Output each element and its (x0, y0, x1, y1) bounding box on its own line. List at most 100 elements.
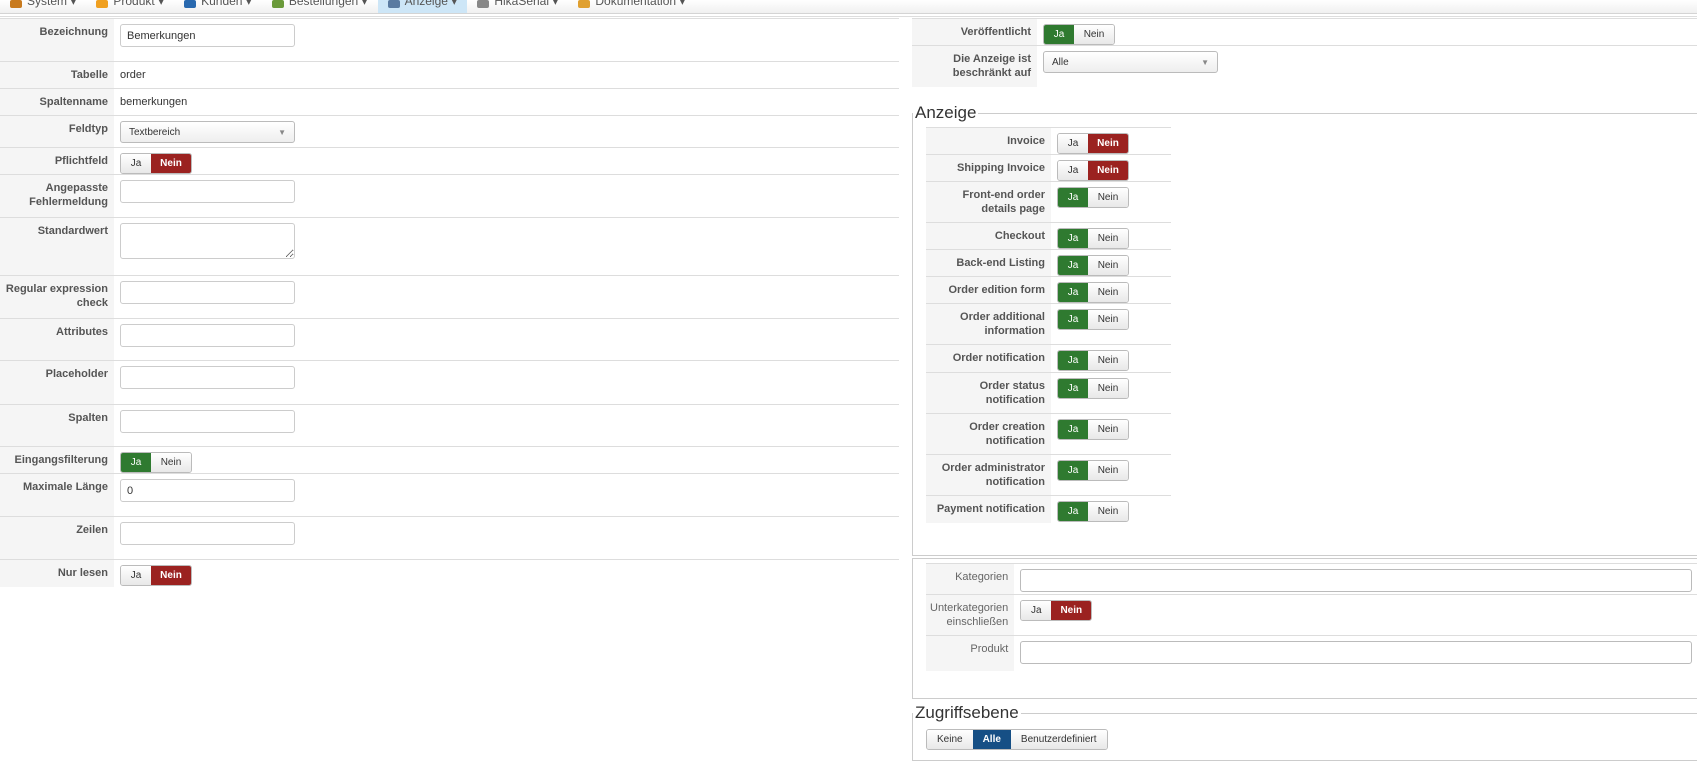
no-option[interactable]: Nein (1088, 283, 1128, 302)
no-option[interactable]: Nein (1088, 188, 1128, 207)
menu-dokumentation[interactable]: Dokumentation ▾ (568, 0, 695, 13)
yes-no-toggle[interactable]: Ja Nein (1057, 187, 1129, 208)
no-option[interactable]: Nein (1088, 256, 1128, 275)
form-row-kategorien: Kategorien (926, 563, 1697, 595)
yes-no-toggle[interactable]: Ja Nein (1057, 160, 1129, 181)
standardwert-textarea[interactable] (120, 223, 295, 259)
yes-option[interactable]: Ja (1058, 161, 1088, 180)
menu-bestellungen[interactable]: Bestellungen ▾ (262, 0, 378, 13)
yes-no-toggle[interactable]: Ja Nein (1057, 282, 1129, 303)
display-location-label: Order notification (926, 344, 1051, 373)
display-row: Shipping Invoice Ja Nein (926, 154, 1171, 182)
veroeffentlicht-label: Veröffentlicht (912, 18, 1037, 46)
no-option[interactable]: Nein (1088, 161, 1128, 180)
access-level-toggle[interactable]: Keine Alle Benutzerdefiniert (926, 729, 1108, 750)
yes-option[interactable]: Ja (121, 453, 151, 472)
menu-system[interactable]: System ▾ (0, 0, 86, 13)
produkt-input[interactable] (1020, 641, 1692, 664)
yes-no-toggle[interactable]: Ja Nein (1043, 24, 1115, 45)
tabelle-label: Tabelle (0, 61, 114, 89)
access-option-keine[interactable]: Keine (927, 730, 973, 749)
menu-produkt[interactable]: Produkt ▾ (86, 0, 174, 13)
yes-option[interactable]: Ja (1044, 25, 1074, 44)
menu-label: Produkt (113, 0, 155, 8)
menu-anzeige[interactable]: Anzeige ▾ (377, 0, 468, 13)
yes-no-toggle[interactable]: Ja Nein (1057, 501, 1129, 522)
menu-icon (10, 0, 22, 8)
no-option[interactable]: Nein (1088, 351, 1128, 370)
no-option[interactable]: Nein (151, 154, 191, 173)
attributes-input[interactable] (120, 324, 295, 347)
chevron-down-icon: ▼ (278, 127, 286, 137)
kategorien-input[interactable] (1020, 569, 1692, 592)
nurlesen-label: Nur lesen (0, 559, 114, 587)
no-option[interactable]: Nein (1088, 502, 1128, 521)
no-option[interactable]: Nein (1088, 310, 1128, 329)
yes-no-toggle[interactable]: Ja Nein (1057, 309, 1129, 330)
access-option-benutzerdefiniert[interactable]: Benutzerdefiniert (1010, 730, 1107, 749)
no-option[interactable]: Nein (1088, 461, 1128, 480)
bezeichnung-label: Bezeichnung (0, 18, 114, 62)
category-fieldset: Kategorien Unterkategorien einschließen J… (912, 558, 1697, 699)
yes-no-toggle[interactable]: Ja Nein (1057, 133, 1129, 154)
yes-no-toggle[interactable]: Ja Nein (1057, 419, 1129, 440)
yes-option[interactable]: Ja (1058, 256, 1088, 275)
menu-label: Anzeige (404, 0, 448, 8)
yes-no-toggle[interactable]: Ja Nein (1020, 600, 1093, 621)
display-row: Order creation notification Ja Nein (926, 413, 1171, 455)
tabelle-value: order (120, 69, 146, 81)
no-option[interactable]: Nein (151, 566, 191, 585)
yes-option[interactable]: Ja (1058, 502, 1088, 521)
no-option[interactable]: Nein (151, 453, 191, 472)
yes-option[interactable]: Ja (1058, 134, 1088, 153)
yes-no-toggle[interactable]: Ja Nein (1057, 378, 1129, 399)
yes-no-toggle[interactable]: Ja Nein (1057, 460, 1129, 481)
display-row: Order status notification Ja Nein (926, 372, 1171, 414)
spalten-input[interactable] (120, 410, 295, 433)
maxlaenge-input[interactable] (120, 479, 295, 502)
menu-label: Bestellungen (288, 0, 359, 8)
placeholder-input[interactable] (120, 366, 295, 389)
yes-no-toggle[interactable]: Ja Nein (120, 153, 192, 174)
attributes-label: Attributes (0, 318, 114, 361)
display-location-label: Checkout (926, 222, 1051, 250)
selected-value: Textbereich (129, 126, 181, 138)
no-option[interactable]: Nein (1074, 25, 1114, 44)
display-location-label: Order edition form (926, 276, 1051, 304)
display-row: Order edition form Ja Nein (926, 276, 1171, 304)
no-option[interactable]: Nein (1051, 601, 1092, 620)
beschraenkt-select[interactable]: Alle ▼ (1043, 51, 1218, 73)
no-option[interactable]: Nein (1088, 134, 1128, 153)
fehlermeldung-input[interactable] (120, 180, 295, 203)
yes-no-toggle[interactable]: Ja Nein (120, 452, 192, 473)
yes-no-toggle[interactable]: Ja Nein (120, 565, 192, 586)
zeilen-input[interactable] (120, 522, 295, 545)
yes-option[interactable]: Ja (1058, 188, 1088, 207)
yes-no-toggle[interactable]: Ja Nein (1057, 255, 1129, 276)
menu-kunden[interactable]: Kunden ▾ (174, 0, 262, 13)
menu-hikaserial[interactable]: HikaSerial ▾ (467, 0, 568, 13)
form-row-eingangsfilterung: Eingangsfilterung Ja Nein (0, 446, 899, 474)
yes-option[interactable]: Ja (1058, 283, 1088, 302)
yes-option[interactable]: Ja (1058, 461, 1088, 480)
yes-option[interactable]: Ja (1058, 379, 1088, 398)
no-option[interactable]: Nein (1088, 229, 1128, 248)
yes-option[interactable]: Ja (1021, 601, 1052, 620)
regex-input[interactable] (120, 281, 295, 304)
yes-option[interactable]: Ja (1058, 229, 1088, 248)
yes-option[interactable]: Ja (1058, 420, 1088, 439)
feldtyp-select[interactable]: Textbereich ▼ (120, 121, 295, 143)
bezeichnung-input[interactable] (120, 24, 295, 47)
no-option[interactable]: Nein (1088, 420, 1128, 439)
yes-option[interactable]: Ja (121, 154, 151, 173)
yes-option[interactable]: Ja (1058, 310, 1088, 329)
yes-no-toggle[interactable]: Ja Nein (1057, 228, 1129, 249)
form-row-beschraenkt: Die Anzeige ist beschränkt auf Alle ▼ (912, 45, 1697, 87)
display-row: Checkout Ja Nein (926, 222, 1171, 250)
yes-no-toggle[interactable]: Ja Nein (1057, 350, 1129, 371)
feldtyp-label: Feldtyp (0, 115, 114, 148)
no-option[interactable]: Nein (1088, 379, 1128, 398)
access-option-alle[interactable]: Alle (972, 730, 1011, 749)
yes-option[interactable]: Ja (121, 566, 151, 585)
yes-option[interactable]: Ja (1058, 351, 1088, 370)
